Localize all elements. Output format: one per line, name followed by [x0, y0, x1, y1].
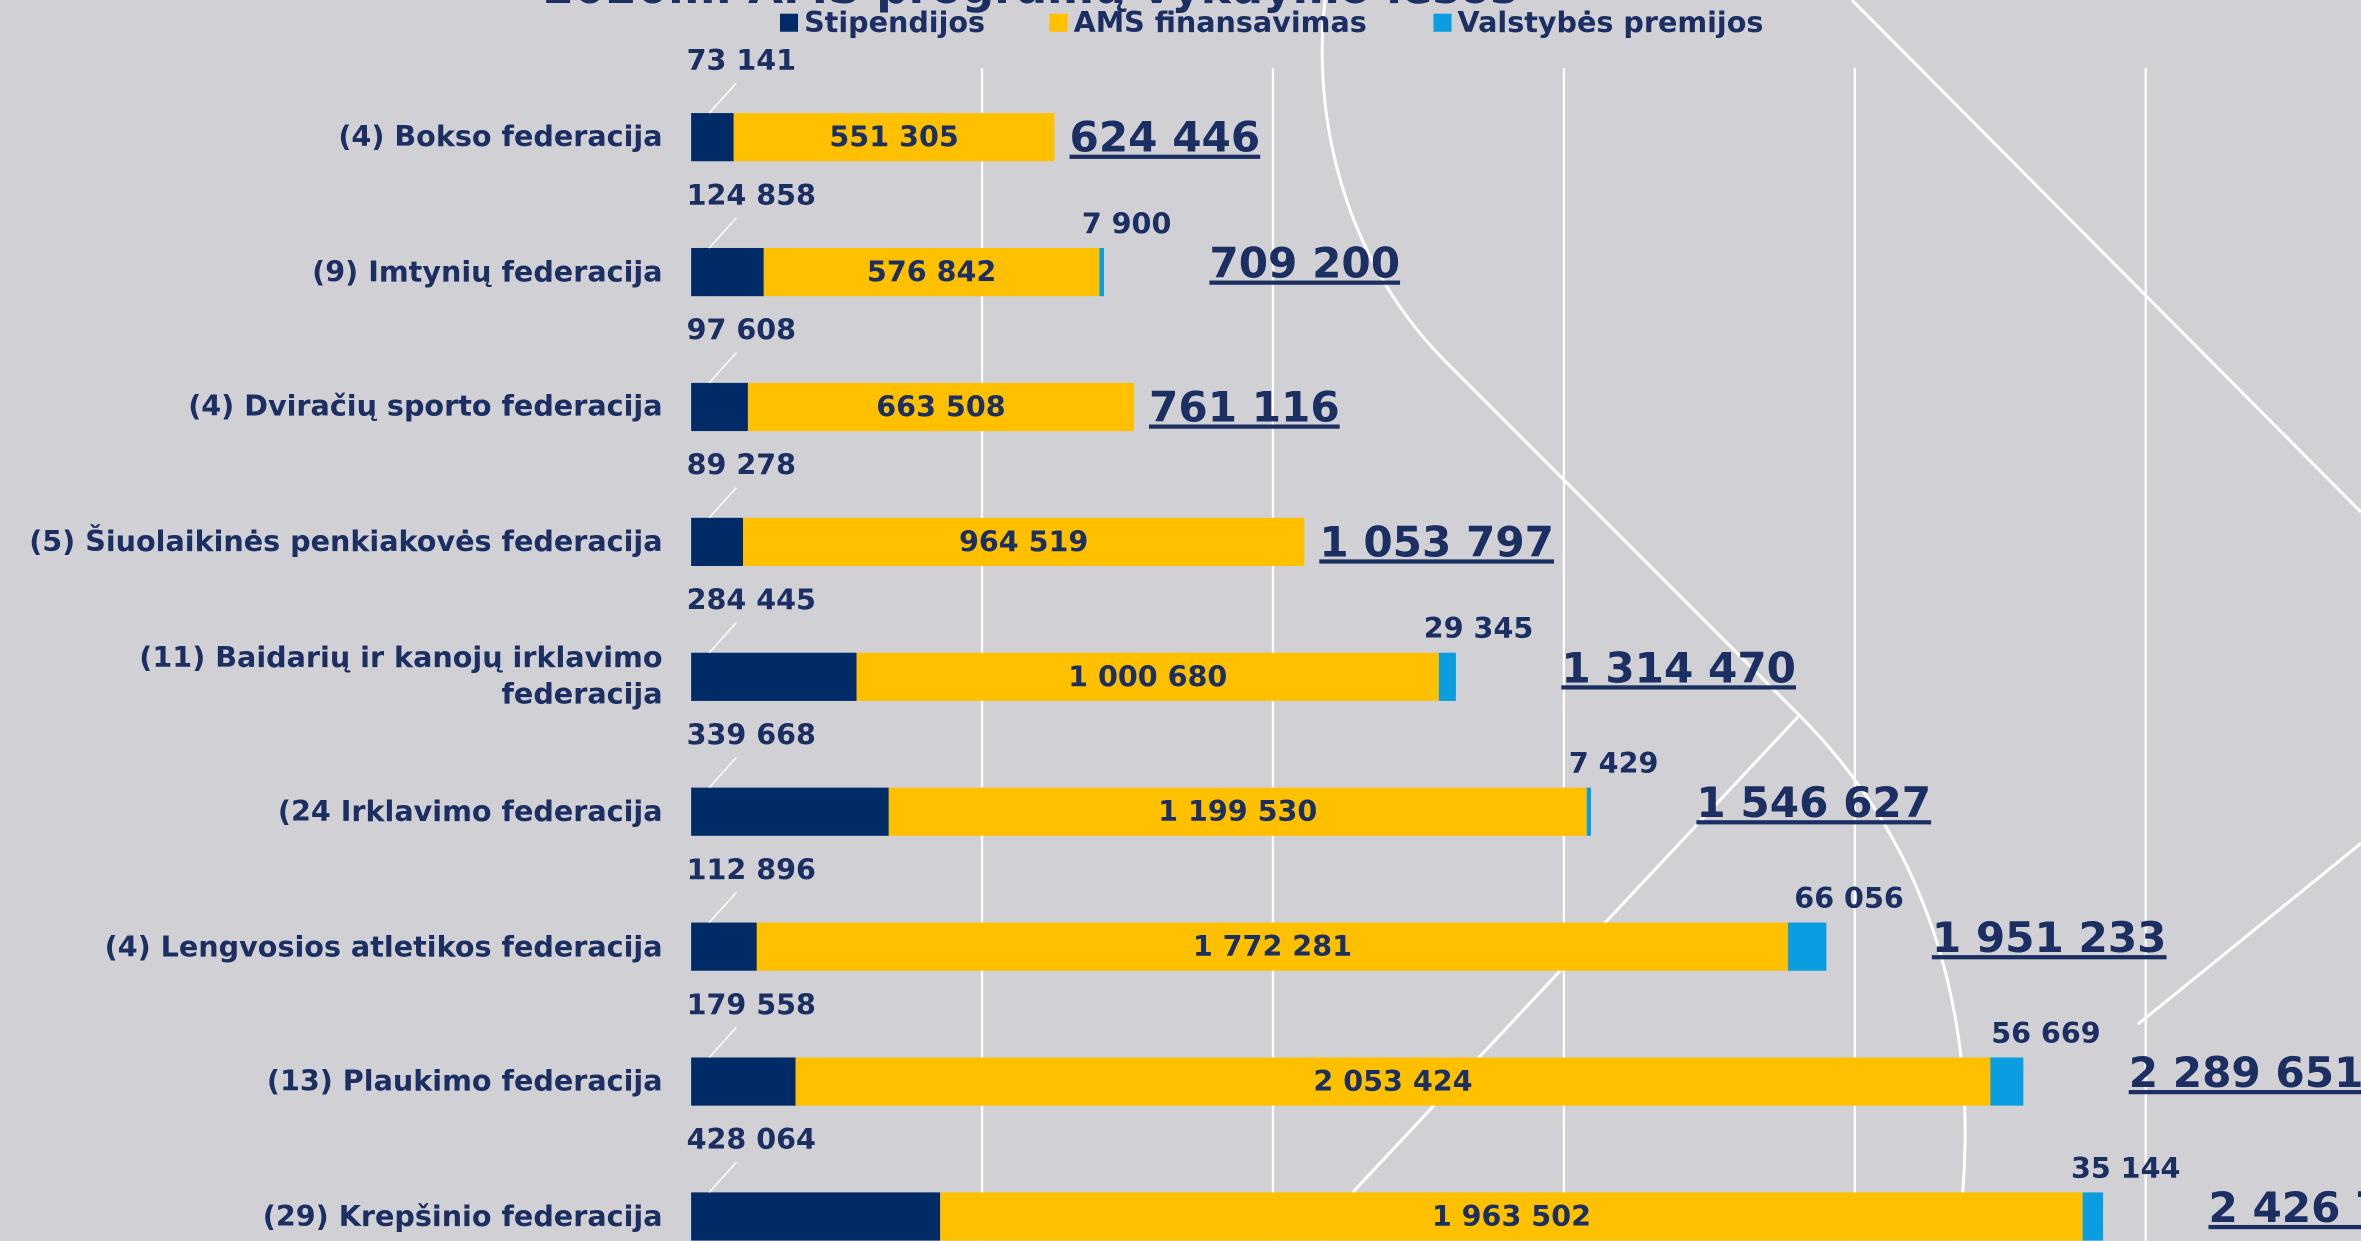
category-label-box: (4) Dviračių sporto federacija — [0, 362, 663, 452]
bar-segment — [691, 248, 764, 296]
category-label-box: (4) Lengvosios atletikos federacija — [0, 901, 663, 991]
bar-segment — [1587, 788, 1591, 836]
bar-segment — [691, 1057, 795, 1105]
value-label: 97 608 — [687, 313, 796, 347]
bar-segment — [691, 113, 734, 161]
value-label: 112 896 — [687, 852, 816, 886]
value-label: 576 842 — [867, 255, 996, 289]
leader-line — [709, 1162, 736, 1192]
bar-segment — [1099, 248, 1104, 296]
legend-label: Valstybės premijos — [1458, 5, 1764, 39]
page: 2020m. AMS programų vykdymo lėšos Stipen… — [0, 0, 2361, 1241]
bar-segment — [1990, 1057, 2023, 1105]
value-label: 1 963 502 — [1432, 1199, 1591, 1233]
chart-title: 2020m. AMS programų vykdymo lėšos — [543, 0, 1518, 14]
value-label: 7 429 — [1569, 746, 1659, 780]
leader-line — [709, 623, 736, 653]
bar-segment — [691, 923, 757, 971]
total-label: 761 116 — [1149, 382, 1340, 431]
bar-segment — [691, 518, 743, 566]
value-label: 964 519 — [959, 524, 1088, 558]
total-label: 1 314 470 — [1561, 643, 1796, 692]
value-label: 35 144 — [2071, 1151, 2180, 1185]
leader-line — [709, 218, 736, 248]
leader-line — [709, 353, 736, 383]
value-label: 179 558 — [687, 987, 816, 1021]
value-label: 339 668 — [687, 717, 816, 751]
bar-segment — [691, 1192, 940, 1240]
category-label: (5) Šiuolaikinės penkiakovės federacija — [0, 497, 663, 587]
total-label: 709 200 — [1209, 239, 1400, 288]
legend-label: Stipendijos — [804, 5, 985, 39]
category-label-box: (29) Krepšinio federacija — [0, 1171, 663, 1241]
value-label: 551 305 — [829, 120, 958, 154]
value-label: 56 669 — [1991, 1016, 2100, 1050]
category-label-box: (13) Plaukimo federacija — [0, 1036, 663, 1126]
value-label: 124 858 — [687, 178, 816, 212]
value-label: 7 900 — [1082, 206, 1172, 240]
legend-swatch — [1050, 14, 1068, 32]
value-label: 1 199 530 — [1158, 794, 1317, 828]
value-label: 1 772 281 — [1193, 929, 1352, 963]
value-label: 663 508 — [876, 389, 1005, 423]
value-label: 2 053 424 — [1313, 1064, 1472, 1098]
category-label-box: (5) Šiuolaikinės penkiakovės federacija — [0, 497, 663, 587]
category-label: (4) Bokso federacija — [0, 92, 663, 182]
total-label: 1 053 797 — [1319, 517, 1554, 566]
value-label: 1 000 680 — [1068, 659, 1227, 693]
bar-segment — [691, 383, 748, 431]
value-label: 73 141 — [687, 43, 796, 77]
value-label: 29 345 — [1424, 611, 1533, 645]
value-label: 66 056 — [1794, 881, 1903, 915]
category-label-box: (24 Irklavimo federacija — [0, 767, 663, 857]
total-label: 2 289 651 — [2129, 1048, 2361, 1097]
value-label: 284 445 — [687, 583, 816, 617]
category-label: (4) Dviračių sporto federacija — [0, 362, 663, 452]
category-label: (11) Baidarių ir kanojų irklavimo federa… — [0, 632, 663, 722]
leader-line — [709, 488, 736, 518]
total-label: 624 446 — [1070, 113, 1261, 162]
leader-line — [709, 1027, 736, 1057]
category-label: (29) Krepšinio federacija — [0, 1171, 663, 1241]
leader-line — [709, 83, 736, 113]
category-label: (4) Lengvosios atletikos federacija — [0, 901, 663, 991]
chart: 2020m. AMS programų vykdymo lėšos Stipen… — [0, 0, 2361, 1241]
category-label-box: (9) Imtynių federacija — [0, 227, 663, 317]
total-label: 2 426 710 — [2208, 1183, 2361, 1232]
bar-segment — [1439, 653, 1456, 701]
category-label: (24 Irklavimo federacija — [0, 767, 663, 857]
legend-swatch — [780, 14, 798, 32]
legend-swatch — [1433, 14, 1451, 32]
bar-segment — [1788, 923, 1826, 971]
value-label: 428 064 — [687, 1122, 816, 1156]
bar-segment — [691, 653, 856, 701]
category-label-box: (4) Bokso federacija — [0, 92, 663, 182]
leader-line — [709, 758, 736, 788]
total-label: 1 546 627 — [1696, 778, 1931, 827]
bar-segment — [2083, 1192, 2103, 1240]
category-label: (9) Imtynių federacija — [0, 227, 663, 317]
legend-label: AMS finansavimas — [1074, 5, 1367, 39]
value-label: 89 278 — [687, 448, 796, 482]
bar-segment — [691, 788, 889, 836]
category-label: (13) Plaukimo federacija — [0, 1036, 663, 1126]
category-label-box: (11) Baidarių ir kanojų irklavimo federa… — [0, 632, 663, 722]
total-label: 1 951 233 — [1932, 913, 2167, 962]
leader-line — [709, 892, 736, 922]
